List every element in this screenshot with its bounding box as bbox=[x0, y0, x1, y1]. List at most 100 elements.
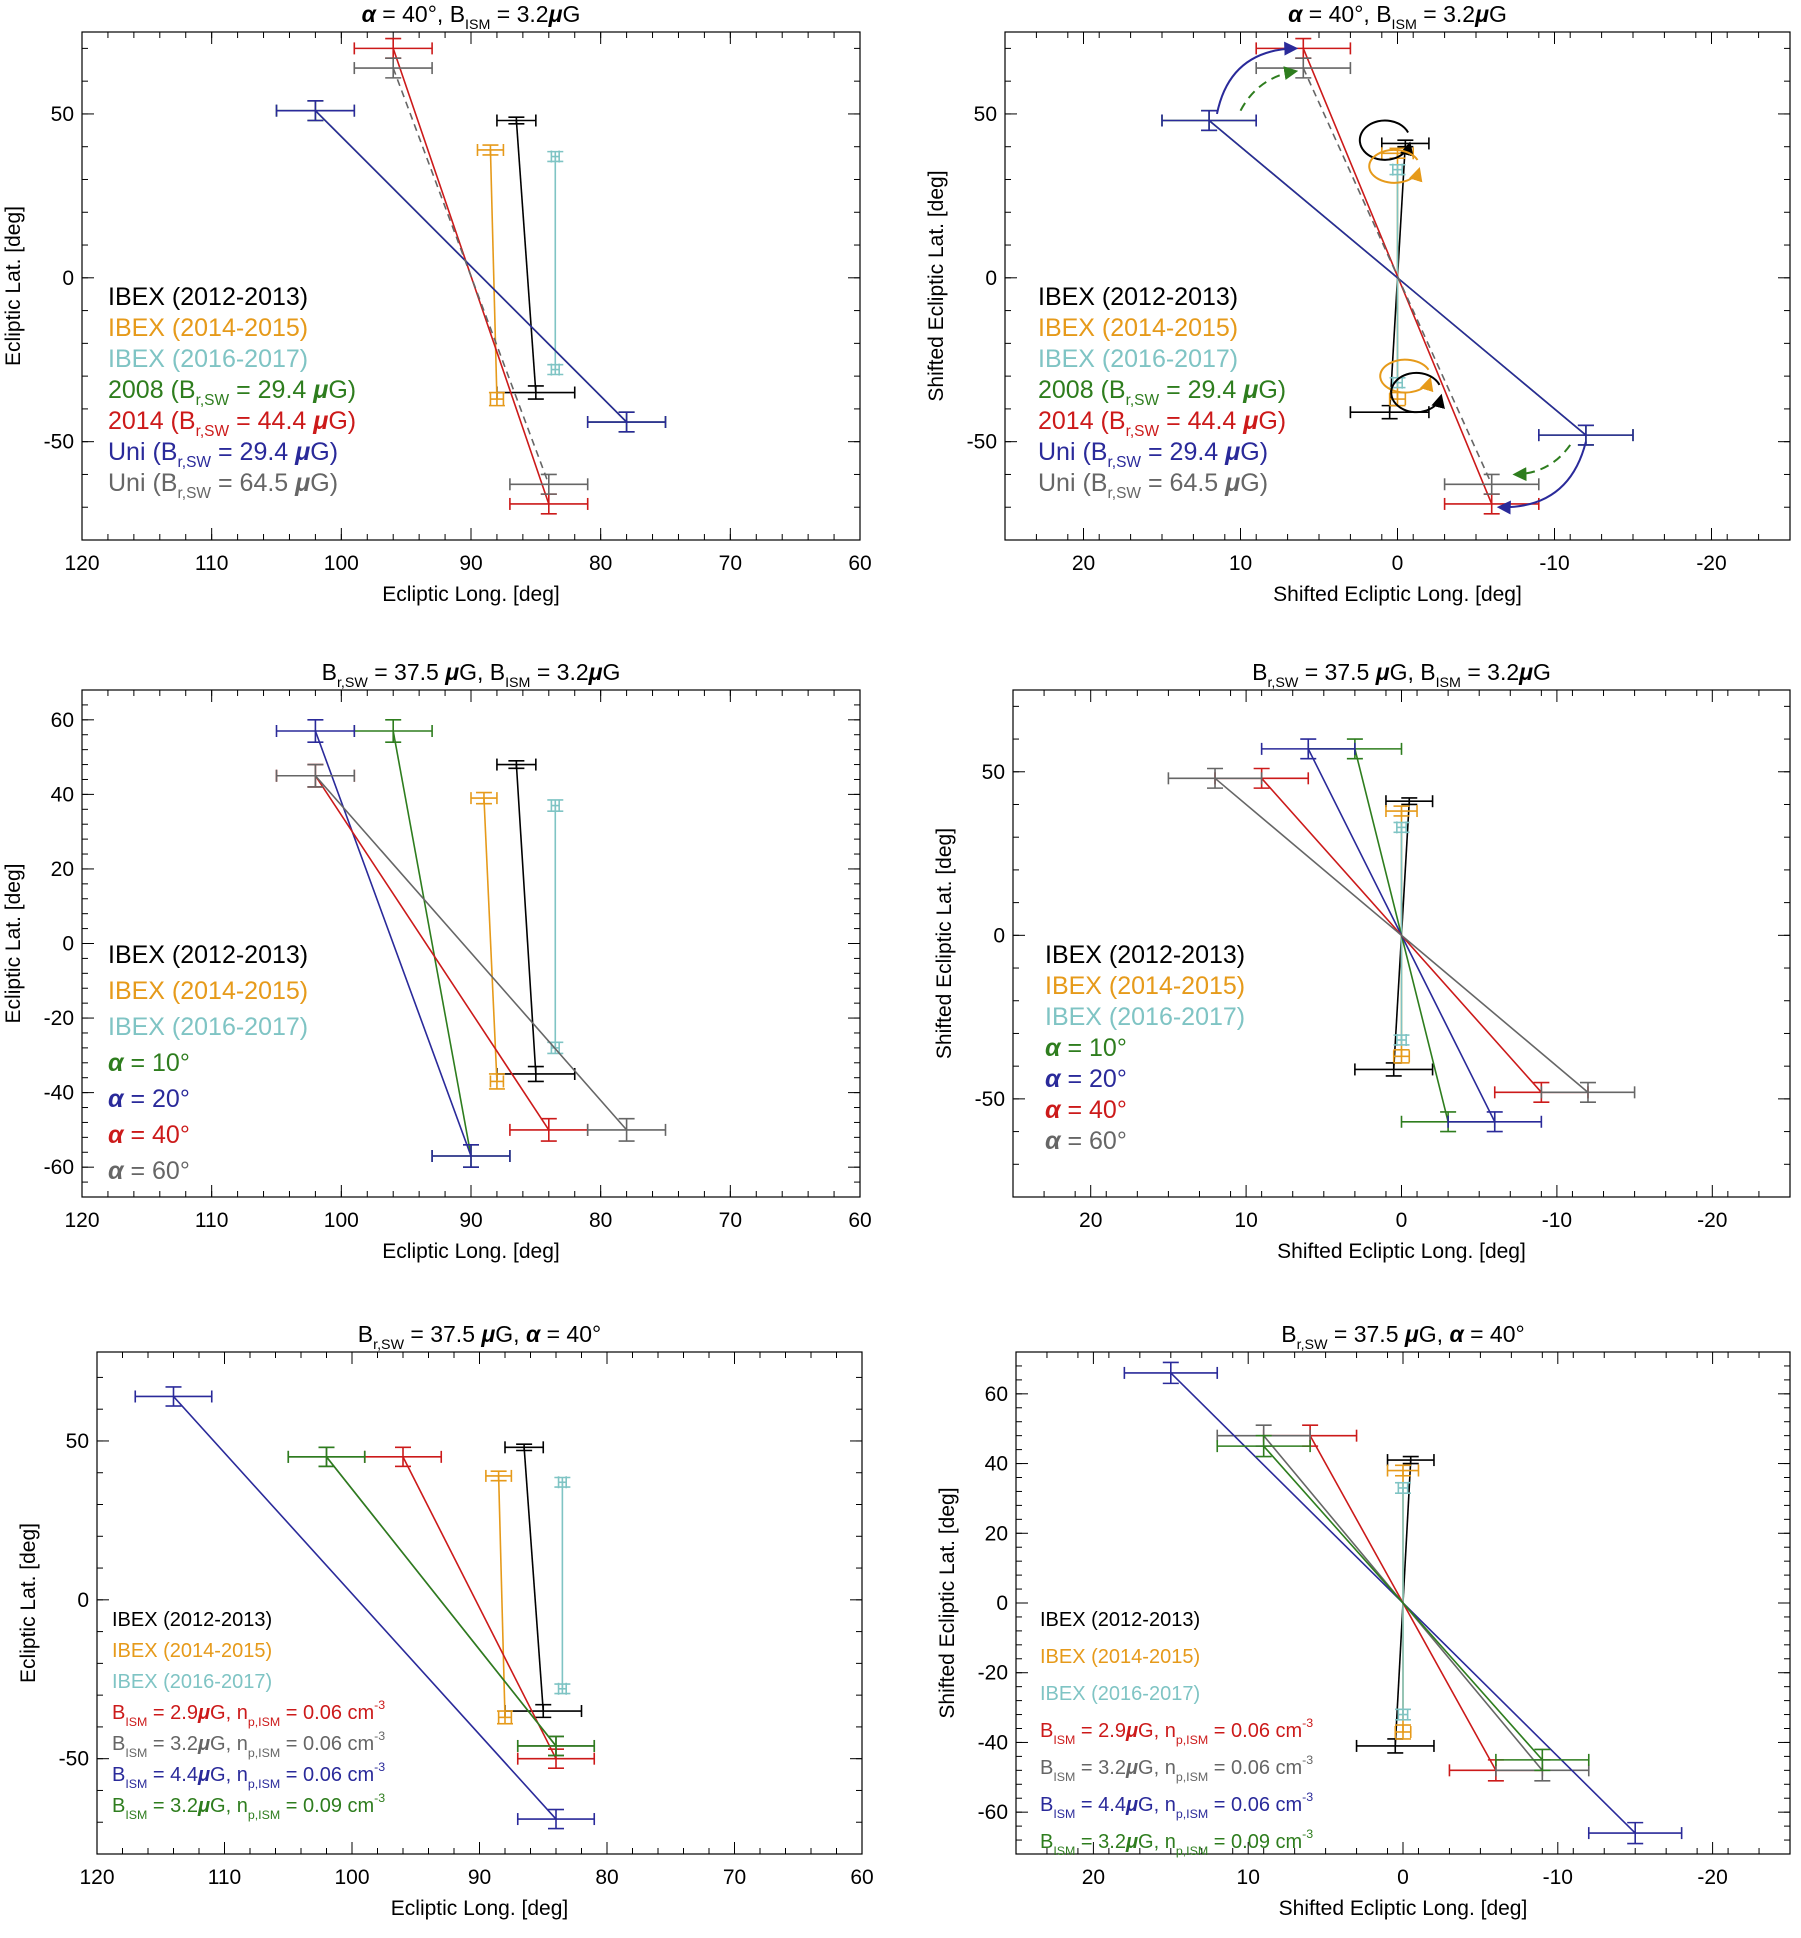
series-6 bbox=[275, 763, 589, 1142]
x-tick-label: 80 bbox=[589, 1209, 612, 1232]
legend-entry: BISM = 3.2μG, np,ISM = 0.06 cm-3 bbox=[112, 1729, 385, 1760]
error-bar-point bbox=[1395, 1708, 1411, 1721]
y-axis-label: Ecliptic Lat. [deg] bbox=[2, 864, 25, 1024]
x-tick-label: 0 bbox=[1397, 1866, 1409, 1889]
x-tick-label: -20 bbox=[1697, 1866, 1727, 1889]
error-bar-point bbox=[363, 1446, 443, 1468]
error-bar-point bbox=[1354, 1062, 1434, 1077]
series-2 bbox=[476, 143, 505, 407]
y-tick-label: 50 bbox=[66, 1430, 89, 1453]
x-tick-label: 110 bbox=[195, 1209, 228, 1232]
x-axis-label: Shifted Ecliptic Long. [deg] bbox=[1279, 1897, 1528, 1920]
legend-entry: IBEX (2012-2013) bbox=[1040, 1609, 1200, 1631]
rotation-loop-annotation bbox=[1358, 119, 1414, 161]
legend-entry: Uni (Br,SW = 64.5 μG) bbox=[108, 469, 338, 502]
series-line bbox=[314, 730, 472, 1157]
y-tick-label: 0 bbox=[985, 267, 997, 290]
x-tick-label: 70 bbox=[719, 552, 742, 575]
x-tick-label: 60 bbox=[850, 1866, 873, 1889]
rotation-loop-annotation bbox=[1379, 358, 1434, 394]
x-tick-label: 120 bbox=[64, 1209, 99, 1232]
y-tick-label: -40 bbox=[978, 1731, 1008, 1754]
error-bar-point bbox=[509, 493, 589, 515]
error-bar-point bbox=[485, 1469, 513, 1482]
y-tick-label: -60 bbox=[978, 1801, 1008, 1824]
y-tick-label: 50 bbox=[982, 761, 1005, 784]
error-bar-point bbox=[509, 1117, 589, 1142]
panel-3: Br,SW = 37.5 μG, BISM = 3.2μG 120 110 100 90… bbox=[2, 659, 872, 1263]
series-line bbox=[489, 149, 498, 400]
error-bar-point bbox=[1393, 1033, 1410, 1046]
series-1 bbox=[496, 114, 576, 400]
panel-1: α = 40°, BISM = 3.2μG 120 110 100 90 80 70 60 -5… bbox=[2, 1, 872, 606]
legend-entry: Uni (Br,SW = 29.4 μG) bbox=[1038, 438, 1268, 471]
x-tick-label: 120 bbox=[79, 1866, 114, 1889]
y-tick-label: 0 bbox=[993, 924, 1005, 947]
x-tick-label: 20 bbox=[1072, 552, 1095, 575]
series-4 bbox=[363, 1446, 596, 1770]
legend-entry: 2014 (Br,SW = 44.4 μG) bbox=[1038, 407, 1286, 440]
series-6 bbox=[134, 1386, 596, 1830]
x-tick-label: 10 bbox=[1237, 1866, 1260, 1889]
error-bar-point bbox=[1167, 767, 1263, 789]
x-tick-label: 60 bbox=[848, 552, 871, 575]
x-tick-label: 100 bbox=[324, 1209, 359, 1232]
x-tick-label: -10 bbox=[1542, 1209, 1572, 1232]
x-axis-label: Shifted Ecliptic Long. [deg] bbox=[1273, 583, 1522, 606]
error-bar-point bbox=[504, 1703, 583, 1719]
error-bar-point bbox=[488, 1073, 505, 1090]
error-bar-point bbox=[497, 1710, 513, 1725]
legend-entry: IBEX (2012-2013) bbox=[1045, 941, 1245, 969]
error-bar-point bbox=[504, 1441, 545, 1454]
panel-title: Br,SW = 37.5 μG, α = 40° bbox=[1281, 1321, 1524, 1353]
series-7 bbox=[275, 763, 667, 1142]
error-bar-point bbox=[353, 37, 433, 60]
x-tick-label: 110 bbox=[195, 552, 228, 575]
series-line bbox=[497, 1475, 506, 1718]
legend-entry: 2008 (Br,SW = 29.4 μG) bbox=[1038, 376, 1286, 409]
panel-title: α = 40°, BISM = 3.2μG bbox=[362, 1, 581, 33]
y-axis-label: Ecliptic Lat. [deg] bbox=[2, 206, 25, 366]
x-tick-label: 70 bbox=[723, 1866, 746, 1889]
x-tick-label: 90 bbox=[459, 1209, 482, 1232]
error-bar-point bbox=[1394, 1724, 1412, 1740]
error-bar-point bbox=[134, 1386, 213, 1407]
arrow-annotation bbox=[1496, 441, 1587, 515]
error-bar-point bbox=[275, 100, 356, 122]
series-6 bbox=[275, 100, 667, 433]
legend-entry: IBEX (2012-2013) bbox=[108, 941, 308, 969]
error-bar-point bbox=[476, 143, 505, 156]
error-bar-point bbox=[547, 1041, 564, 1055]
x-tick-label: -10 bbox=[1543, 1866, 1573, 1889]
error-bar-point bbox=[1161, 109, 1257, 132]
x-tick-label: 90 bbox=[459, 552, 482, 575]
legend-entry: BISM = 4.4μG, np,ISM = 0.06 cm-3 bbox=[1040, 1790, 1313, 1821]
series-line bbox=[314, 775, 628, 1131]
legend-entry: IBEX (2014-2015) bbox=[112, 1640, 272, 1662]
legend-entry: IBEX (2012-2013) bbox=[108, 283, 308, 311]
error-bar-point bbox=[1447, 1111, 1543, 1133]
x-tick-label: -20 bbox=[1696, 552, 1726, 575]
x-tick-label: 80 bbox=[595, 1866, 618, 1889]
arrow-annotation bbox=[1215, 41, 1299, 115]
legend-entry: α = 10° bbox=[108, 1049, 190, 1077]
y-tick-label: 20 bbox=[985, 1522, 1008, 1545]
series-3 bbox=[547, 150, 564, 376]
legend-entry: BISM = 2.9μG, np,ISM = 0.06 cm-3 bbox=[1040, 1716, 1313, 1747]
x-tick-label: 80 bbox=[589, 552, 612, 575]
legend-entry: IBEX (2016-2017) bbox=[1045, 1003, 1245, 1031]
error-bar-point bbox=[488, 391, 505, 407]
panel-5: Br,SW = 37.5 μG, α = 40° 120 110 100 90 80 70 6… bbox=[17, 1321, 874, 1920]
series-line bbox=[515, 120, 537, 393]
error-bar-point bbox=[1495, 1748, 1590, 1772]
error-bar-point bbox=[1540, 1081, 1636, 1103]
series-line bbox=[314, 110, 628, 423]
legend-entry: IBEX (2016-2017) bbox=[1040, 1683, 1200, 1705]
error-bar-point bbox=[1260, 738, 1356, 760]
legend-entry: IBEX (2014-2015) bbox=[108, 314, 308, 342]
series-5 bbox=[275, 719, 511, 1168]
y-tick-label: 50 bbox=[51, 103, 74, 126]
panel-title: α = 40°, BISM = 3.2μG bbox=[1288, 1, 1507, 33]
error-bar-point bbox=[275, 763, 356, 788]
